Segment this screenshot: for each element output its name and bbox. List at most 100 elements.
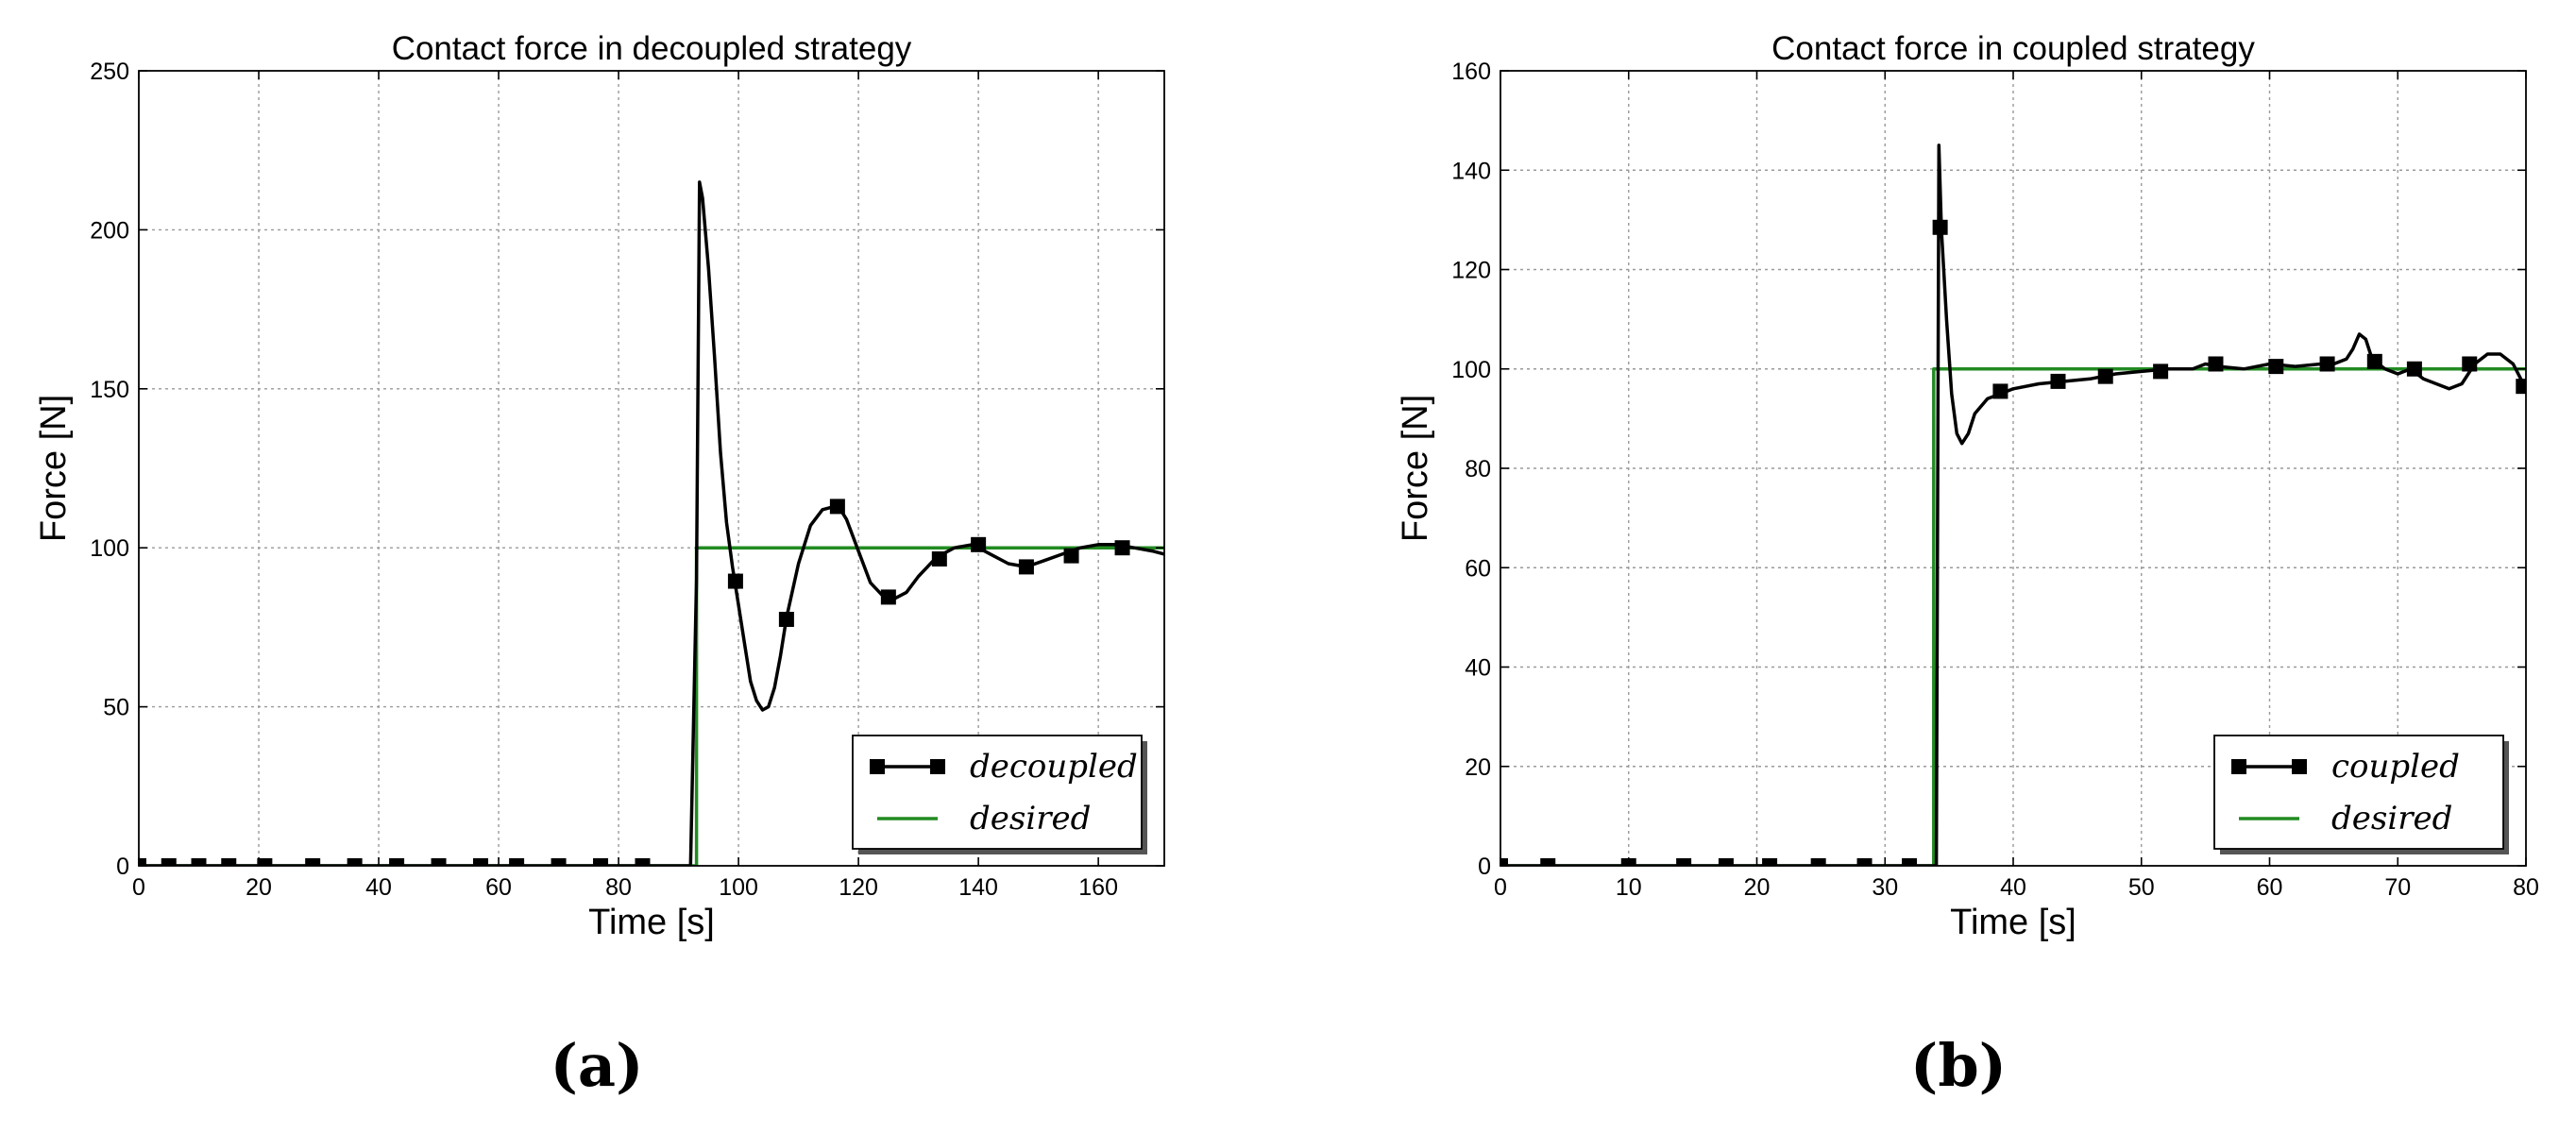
y-axis-label: Force [N]	[1396, 395, 1435, 542]
y-tick-label: 50	[103, 695, 129, 721]
y-tick-label: 150	[90, 377, 129, 403]
ticks: 0 20 40 60 80 100 120 140 160 0 50 100 150 200 250	[90, 59, 1164, 901]
legend-label-desired: desired	[970, 800, 1091, 837]
data-point-decoupled	[161, 858, 177, 866]
legend: coupled desired	[2213, 735, 2509, 854]
data-point-decoupled	[593, 858, 609, 866]
y-tick-label: 40	[1465, 655, 1491, 682]
data-point-coupled	[2366, 353, 2382, 369]
x-tick-label: 60	[2257, 874, 2283, 901]
data-point-decoupled	[931, 550, 947, 566]
y-tick-label: 0	[1478, 854, 1491, 880]
legend-marker-left	[2231, 759, 2246, 774]
data-point-coupled	[2462, 356, 2478, 372]
x-axis-label: Time [s]	[1950, 903, 2076, 942]
data-point-decoupled	[431, 858, 447, 866]
data-point-coupled	[2516, 379, 2526, 395]
x-tick-label: 80	[605, 874, 632, 901]
panel-label-b: (b)	[1910, 1031, 2007, 1100]
data-point-coupled	[2406, 361, 2422, 377]
x-tick-label: 30	[1872, 874, 1898, 901]
x-tick-label: 70	[2384, 874, 2411, 901]
data-point-decoupled	[727, 573, 743, 589]
x-tick-label: 10	[1616, 874, 1642, 901]
x-tick-label: 0	[132, 874, 145, 901]
data-point-decoupled	[257, 858, 273, 866]
chart-title: Contact force in coupled strategy	[1771, 30, 2255, 67]
series-layer	[139, 180, 1164, 866]
data-point-decoupled	[389, 858, 405, 866]
legend-box	[2213, 735, 2504, 850]
y-tick-label: 60	[1465, 555, 1491, 582]
legend-marker-left	[870, 759, 885, 774]
x-tick-label: 120	[839, 874, 878, 901]
x-tick-label: 0	[1494, 874, 1507, 901]
legend-box	[852, 735, 1143, 850]
data-point-decoupled	[305, 858, 321, 866]
data-point-coupled	[2208, 356, 2224, 372]
plot-frame	[138, 70, 1165, 867]
chart-coupled: 0 10 20 30 40 50 60 70 80 0 20 40 60 80 100 120 140 160 C…	[1396, 30, 2539, 1100]
data-point-coupled	[1810, 858, 1826, 866]
data-point-coupled	[1902, 858, 1918, 866]
data-point-coupled	[1932, 219, 1948, 235]
panel-label-a: (a)	[551, 1031, 644, 1100]
x-tick-label: 20	[1744, 874, 1771, 901]
legend-label-decoupled: decoupled	[970, 748, 1138, 786]
y-tick-label: 140	[1451, 158, 1491, 184]
y-tick-label: 80	[1465, 456, 1491, 482]
data-point-coupled	[2050, 373, 2066, 389]
data-point-coupled	[2097, 368, 2113, 384]
x-axis-label: Time [s]	[588, 903, 715, 942]
data-point-decoupled	[139, 858, 146, 866]
data-point-coupled	[1500, 858, 1508, 866]
x-tick-label: 50	[2128, 874, 2155, 901]
data-point-decoupled	[1114, 540, 1130, 556]
data-point-decoupled	[509, 858, 525, 866]
data-point-decoupled	[778, 611, 794, 627]
y-tick-label: 100	[1451, 357, 1491, 383]
y-tick-label: 20	[1465, 754, 1491, 781]
x-tick-label: 80	[2513, 874, 2539, 901]
data-point-decoupled	[880, 589, 896, 605]
x-tick-label: 100	[719, 874, 758, 901]
legend-label-desired: desired	[2331, 800, 2452, 837]
data-point-coupled	[1992, 383, 2008, 399]
data-point-decoupled	[1018, 559, 1034, 575]
data-point-coupled	[1718, 858, 1734, 866]
y-tick-label: 200	[90, 217, 129, 244]
data-point-coupled	[2268, 359, 2284, 375]
data-point-decoupled	[1063, 548, 1079, 564]
x-tick-label: 20	[246, 874, 272, 901]
y-tick-label: 0	[116, 854, 129, 880]
data-point-decoupled	[191, 858, 207, 866]
legend-marker-right	[930, 759, 945, 774]
data-point-coupled	[1762, 858, 1778, 866]
legend: decoupled desired	[852, 735, 1147, 854]
data-point-decoupled	[221, 858, 237, 866]
y-tick-label: 120	[1451, 258, 1491, 284]
y-tick-label: 160	[1451, 59, 1491, 85]
data-point-decoupled	[347, 858, 363, 866]
data-point-decoupled	[551, 858, 567, 866]
legend-label-coupled: coupled	[2331, 748, 2460, 786]
series-line-desired	[139, 546, 1164, 866]
y-axis-label: Force [N]	[34, 395, 74, 542]
data-point-decoupled	[829, 499, 845, 515]
x-tick-label: 40	[2000, 874, 2026, 901]
y-tick-label: 100	[90, 535, 129, 562]
x-tick-label: 140	[958, 874, 998, 901]
x-tick-label: 40	[365, 874, 392, 901]
data-point-decoupled	[635, 858, 651, 866]
data-point-coupled	[2319, 356, 2335, 372]
y-tick-label: 250	[90, 59, 129, 85]
data-point-coupled	[1676, 858, 1692, 866]
x-tick-label: 160	[1078, 874, 1118, 901]
data-point-coupled	[1540, 858, 1556, 866]
data-point-coupled	[2153, 364, 2169, 380]
legend-marker-right	[2292, 759, 2307, 774]
data-point-coupled	[1856, 858, 1873, 866]
chart-decoupled: 0 20 40 60 80 100 120 140 160 0 50 100 150 200 250 Con…	[34, 30, 1165, 1100]
x-tick-label: 60	[485, 874, 512, 901]
